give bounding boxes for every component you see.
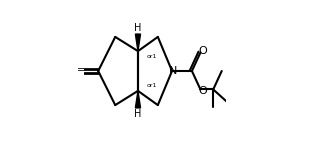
Text: N: N: [169, 66, 178, 76]
Text: H: H: [134, 109, 142, 119]
Text: or1: or1: [147, 54, 157, 59]
Text: or1: or1: [147, 83, 157, 88]
Text: =: =: [77, 65, 85, 75]
Text: H: H: [134, 23, 142, 33]
Text: O: O: [198, 86, 207, 96]
Polygon shape: [135, 91, 140, 108]
Polygon shape: [135, 34, 140, 51]
Text: O: O: [198, 46, 207, 56]
